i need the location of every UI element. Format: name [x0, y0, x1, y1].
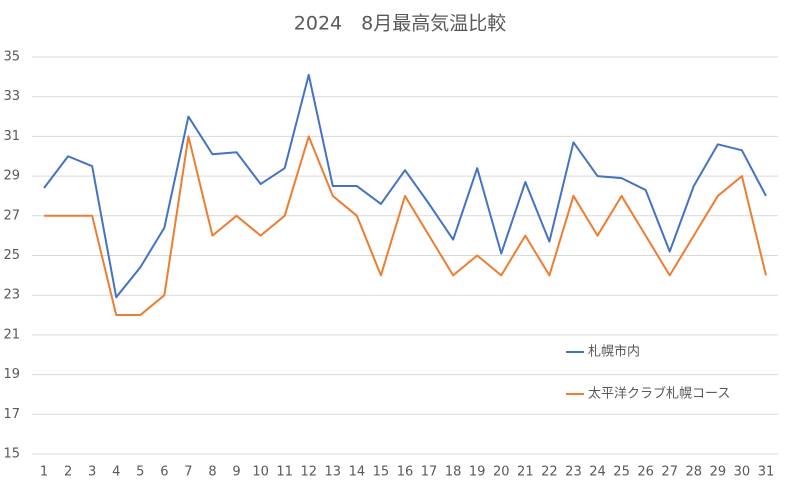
x-tick-label: 10	[252, 465, 269, 480]
y-tick-label: 29	[3, 169, 20, 184]
x-tick-label: 25	[613, 465, 630, 480]
series-line	[43, 73, 767, 299]
x-tick-label: 11	[276, 465, 293, 480]
x-tick-label: 15	[373, 465, 390, 480]
x-tick-label: 26	[637, 465, 654, 480]
y-tick-label: 17	[3, 407, 20, 422]
x-tick-label: 16	[397, 465, 414, 480]
x-tick-label: 9	[232, 465, 240, 480]
x-tick-label: 20	[493, 465, 510, 480]
series-line	[44, 135, 767, 317]
x-tick-label: 13	[325, 465, 342, 480]
chart-title: 2024 8月最高気温比較	[294, 13, 506, 35]
y-tick-label: 15	[3, 447, 20, 462]
x-tick-label: 28	[686, 465, 703, 480]
x-tick-label: 31	[758, 465, 775, 480]
y-tick-label: 19	[3, 367, 20, 382]
x-tick-label: 30	[734, 465, 751, 480]
x-tick-label: 22	[541, 465, 558, 480]
x-tick-label: 21	[517, 465, 534, 480]
x-tick-label: 14	[349, 465, 366, 480]
x-tick-label: 19	[469, 465, 486, 480]
y-tick-label: 23	[3, 288, 20, 303]
x-tick-label: 7	[184, 465, 192, 480]
x-tick-label: 6	[160, 465, 168, 480]
legend-label: 太平洋クラブ札幌コース	[588, 386, 730, 402]
x-tick-label: 12	[300, 465, 317, 480]
y-tick-label: 27	[3, 208, 20, 223]
x-tick-label: 3	[88, 465, 96, 480]
y-tick-label: 33	[3, 89, 20, 104]
x-tick-label: 23	[565, 465, 582, 480]
y-tick-label: 35	[3, 50, 20, 65]
y-tick-label: 21	[3, 327, 20, 342]
x-tick-label: 8	[208, 465, 216, 480]
y-tick-label: 31	[3, 129, 20, 144]
y-tick-label: 25	[3, 248, 20, 263]
x-tick-label: 17	[421, 465, 438, 480]
x-tick-label: 27	[661, 465, 678, 480]
x-tick-label: 5	[136, 465, 144, 480]
x-tick-label: 24	[589, 465, 606, 480]
x-tick-label: 2	[64, 465, 72, 480]
x-tick-label: 1	[40, 465, 48, 480]
x-tick-label: 4	[112, 465, 120, 480]
legend-label: 札幌市内	[588, 344, 640, 360]
x-tick-label: 18	[445, 465, 462, 480]
x-tick-label: 29	[710, 465, 727, 480]
